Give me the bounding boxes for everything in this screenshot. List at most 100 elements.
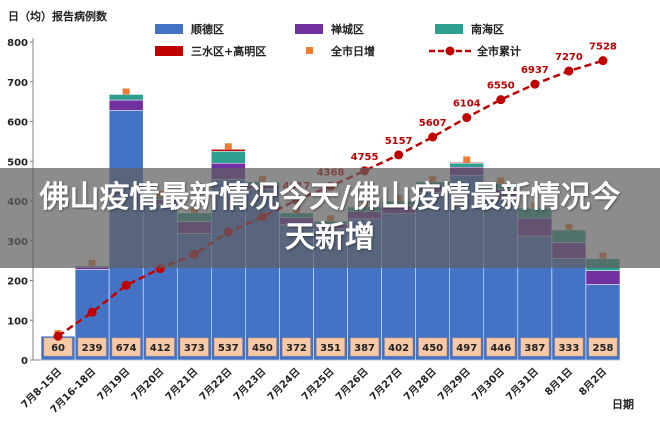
bar-segment	[108, 99, 144, 111]
y-axis-label: 日（均）报告病例数	[8, 9, 108, 23]
cumulative-label: 6550	[487, 81, 515, 92]
cumulative-point	[530, 79, 540, 89]
banner-title: 佛山疫情最新情况今天/佛山疫情最新情况今天新增	[39, 180, 621, 255]
cumulative-point	[53, 331, 63, 341]
bar-segment	[449, 162, 484, 164]
bar-segment	[211, 149, 246, 152]
bar-value-label: 537	[218, 343, 239, 354]
value-label-box	[418, 337, 447, 357]
bar-value-label: 674	[116, 343, 137, 354]
value-label-box	[588, 337, 618, 357]
y-tick-label: 100	[7, 316, 28, 327]
cumulative-point	[87, 307, 97, 317]
daily-total-marker	[224, 143, 232, 150]
bar-segment	[211, 151, 246, 164]
x-tick-label: 7月26日	[333, 366, 370, 403]
legend-label: 全市日增	[330, 44, 375, 58]
x-tick-label: 7月21日	[163, 366, 200, 403]
daily-total-marker	[122, 88, 130, 95]
y-tick-label: 800	[7, 38, 28, 49]
cumulative-point	[428, 132, 438, 142]
x-tick-label: 7月30日	[470, 366, 507, 403]
legend-swatch	[155, 46, 183, 56]
value-label-box	[554, 337, 584, 357]
x-tick-label: 7月27日	[367, 366, 404, 403]
x-tick-label: 8月2日	[577, 366, 609, 398]
bar-value-label: 402	[388, 343, 409, 354]
value-label-box	[486, 337, 516, 357]
bar-value-label: 60	[51, 343, 65, 354]
value-label-box	[520, 337, 550, 357]
value-label-box	[145, 337, 175, 357]
legend-swatch-point	[445, 46, 455, 56]
bar-value-label: 239	[82, 343, 103, 354]
value-label-box	[111, 337, 141, 357]
bar-value-label: 450	[252, 343, 273, 354]
cumulative-point	[462, 113, 472, 123]
cumulative-label: 4755	[351, 152, 379, 163]
y-tick-label: 0	[21, 356, 28, 367]
cumulative-label: 5157	[385, 136, 413, 147]
value-label-box	[452, 337, 481, 357]
daily-total-marker	[463, 156, 471, 163]
y-tick-label: 500	[7, 157, 28, 168]
cumulative-label: 6104	[453, 99, 481, 110]
title-overlay-banner: 佛山疫情最新情况今天/佛山疫情最新情况今天新增	[0, 168, 660, 268]
bar-value-label: 373	[184, 343, 205, 354]
bar-segment	[449, 162, 484, 168]
bar-value-label: 497	[456, 343, 477, 354]
legend-label: 禅城区	[330, 22, 364, 36]
value-label-box	[316, 337, 345, 357]
cumulative-point	[564, 66, 574, 76]
value-label-box	[248, 337, 277, 357]
cumulative-label: 7528	[589, 42, 617, 53]
legend-label: 三水区+高明区	[191, 44, 266, 58]
value-label-box	[350, 337, 379, 357]
x-tick-label: 7月23日	[231, 366, 268, 403]
bar-value-label: 387	[524, 343, 545, 354]
y-tick-label: 200	[7, 277, 28, 288]
cumulative-label: 7270	[555, 52, 583, 63]
cumulative-label: 5607	[419, 118, 447, 129]
bar-value-label: 258	[593, 343, 614, 354]
cumulative-point	[496, 95, 506, 105]
x-axis-label: 日期	[612, 397, 634, 411]
legend-swatch	[155, 24, 183, 34]
x-tick-label: 7月31日	[504, 366, 541, 403]
bar-value-label: 450	[422, 343, 443, 354]
cumulative-point	[598, 56, 608, 66]
x-tick-label: 7月20日	[129, 366, 166, 403]
value-label-box	[384, 337, 413, 357]
legend-swatch	[306, 47, 313, 54]
legend-label: 顺德区	[191, 22, 224, 36]
x-tick-label: 7月28日	[401, 366, 438, 403]
x-tick-label: 7月19日	[95, 366, 132, 403]
legend-swatch	[435, 24, 463, 34]
legend-swatch	[295, 24, 323, 34]
bar-value-label: 372	[286, 343, 307, 354]
x-tick-label: 7月24日	[265, 366, 302, 403]
bar-value-label: 412	[150, 343, 171, 354]
cumulative-label: 6937	[521, 65, 549, 76]
bar-value-label: 387	[354, 343, 375, 354]
bar-value-label: 446	[490, 343, 511, 354]
x-tick-label: 8月1日	[543, 366, 575, 398]
value-label-box	[180, 337, 209, 357]
x-tick-label: 7月25日	[299, 366, 336, 403]
cumulative-point	[121, 280, 131, 290]
value-label-box	[214, 337, 243, 357]
x-tick-label: 7月29日	[435, 366, 472, 403]
y-tick-label: 600	[7, 118, 28, 129]
bar-segment	[108, 94, 144, 101]
legend-label: 南海区	[471, 22, 504, 36]
value-label-box	[282, 337, 311, 357]
y-tick-label: 700	[7, 78, 28, 89]
bar-value-label: 351	[320, 343, 341, 354]
bar-value-label: 333	[558, 343, 579, 354]
x-tick-label: 7月22日	[197, 366, 234, 403]
cumulative-point	[394, 150, 404, 160]
legend-label: 全市累计	[476, 44, 521, 58]
bar-segment	[585, 270, 621, 285]
value-label-box	[77, 337, 107, 357]
